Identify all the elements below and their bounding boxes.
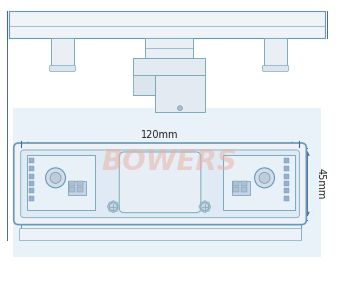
Circle shape (177, 106, 183, 111)
Bar (285, 166, 289, 171)
Circle shape (200, 207, 204, 212)
Bar (29, 196, 34, 201)
Circle shape (200, 202, 204, 206)
FancyBboxPatch shape (263, 65, 288, 71)
Bar (264, 38, 287, 68)
Bar (145, 38, 193, 58)
Bar (285, 174, 289, 179)
Circle shape (199, 205, 203, 209)
Bar (29, 166, 34, 171)
Text: BOWERS: BOWERS (101, 148, 237, 176)
Bar (51, 38, 74, 68)
Bar (9, 11, 325, 38)
Text: 45mm: 45mm (315, 168, 325, 200)
Bar (285, 181, 289, 186)
FancyBboxPatch shape (14, 143, 306, 225)
Circle shape (111, 201, 115, 205)
Bar (241, 187, 247, 192)
Circle shape (201, 203, 209, 211)
Bar (29, 158, 34, 163)
Circle shape (115, 205, 119, 209)
Circle shape (114, 207, 118, 212)
Circle shape (114, 202, 118, 206)
Circle shape (206, 207, 210, 212)
Bar (70, 181, 75, 186)
Bar (77, 181, 83, 186)
Bar (133, 75, 155, 95)
Bar (233, 187, 239, 192)
Bar (241, 181, 247, 186)
FancyBboxPatch shape (13, 108, 321, 258)
Circle shape (255, 168, 274, 188)
Bar (77, 187, 83, 192)
Bar (285, 188, 289, 193)
Bar (155, 75, 205, 112)
Bar (285, 196, 289, 201)
Bar (232, 181, 250, 195)
Bar (29, 188, 34, 193)
Bar (29, 181, 34, 186)
Circle shape (109, 203, 117, 211)
FancyBboxPatch shape (21, 150, 299, 218)
Bar (27, 155, 95, 210)
Circle shape (108, 202, 113, 206)
Circle shape (108, 207, 113, 212)
Text: 120mm: 120mm (141, 130, 179, 140)
Circle shape (50, 172, 61, 183)
Bar (19, 228, 301, 239)
Circle shape (203, 209, 207, 213)
Bar (233, 181, 239, 186)
Circle shape (259, 172, 270, 183)
FancyBboxPatch shape (119, 152, 201, 213)
Circle shape (107, 205, 111, 209)
Bar (69, 181, 87, 195)
Circle shape (203, 201, 207, 205)
Bar (285, 158, 289, 163)
Bar (29, 174, 34, 179)
Bar (133, 58, 205, 75)
Bar (223, 155, 295, 210)
Bar (70, 187, 75, 192)
Circle shape (206, 202, 210, 206)
Circle shape (46, 168, 66, 188)
Circle shape (207, 205, 211, 209)
FancyBboxPatch shape (50, 65, 75, 71)
Circle shape (111, 209, 115, 213)
